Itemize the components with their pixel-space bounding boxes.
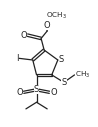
- Text: O: O: [20, 31, 27, 40]
- Text: S: S: [34, 85, 39, 94]
- Text: O: O: [44, 21, 50, 30]
- Text: O: O: [50, 88, 57, 97]
- Text: O: O: [16, 88, 23, 97]
- Text: CH$_3$: CH$_3$: [75, 70, 91, 80]
- Text: S: S: [59, 55, 64, 65]
- Text: S: S: [61, 78, 67, 87]
- Text: OCH$_3$: OCH$_3$: [46, 11, 67, 21]
- Text: I: I: [16, 54, 18, 63]
